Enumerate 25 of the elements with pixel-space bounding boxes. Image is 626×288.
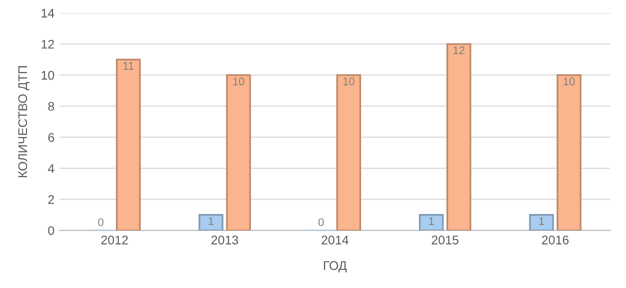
data-label: 1 (208, 217, 214, 226)
data-label: 0 (318, 218, 324, 226)
x-tick-label: 2016 (542, 236, 569, 244)
y-tick-label: 0 (48, 226, 54, 236)
x-tick-label: 2014 (322, 236, 348, 244)
y-tick-label: 6 (48, 133, 54, 142)
x-axis-title: ГОД (324, 261, 347, 272)
data-label: 1 (539, 217, 544, 226)
data-label: 1 (429, 217, 434, 226)
y-tick-label: 10 (42, 70, 54, 80)
data-label: 0 (98, 218, 104, 226)
data-label: 10 (343, 77, 354, 86)
y-axis-title: КОЛИЧЕСТВО ДТП (18, 66, 30, 178)
y-tick-label: 14 (42, 8, 54, 18)
y-tick-label: 12 (42, 40, 54, 49)
data-label: 10 (233, 77, 244, 86)
x-tick-label: 2012 (101, 236, 128, 244)
y-tick-label: 8 (48, 102, 54, 111)
data-label: 10 (564, 77, 575, 86)
data-label: 11 (123, 62, 134, 70)
y-tick-label: 4 (48, 164, 54, 173)
data-label: 12 (454, 46, 464, 54)
x-tick-label: 2015 (432, 236, 458, 244)
y-tick-label: 2 (48, 195, 54, 204)
x-tick-label: 2013 (211, 236, 238, 244)
